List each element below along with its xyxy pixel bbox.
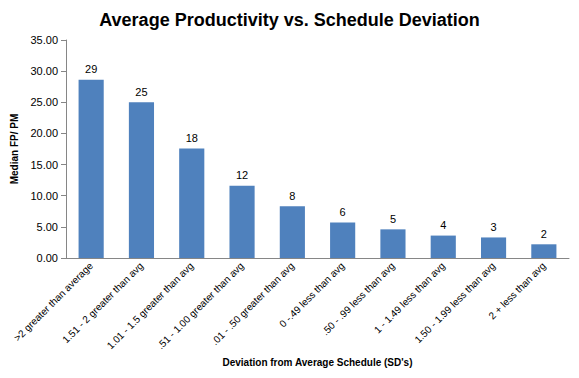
svg-text:18: 18: [186, 132, 198, 144]
svg-text:30.00: 30.00: [30, 65, 58, 77]
svg-text:1.51 - 2 greater than avg: 1.51 - 2 greater than avg: [60, 260, 145, 345]
svg-text:Average Productivity vs. Sched: Average Productivity vs. Schedule Deviat…: [99, 10, 479, 30]
svg-text:Median FP/ PM: Median FP/ PM: [9, 114, 20, 185]
svg-text:6: 6: [340, 206, 346, 218]
svg-text:2 + less than avg: 2 + less than avg: [486, 260, 547, 321]
svg-text:>2 greater than average: >2 greater than average: [12, 260, 96, 344]
svg-text:35.00: 35.00: [30, 34, 58, 46]
svg-text:0 -.49 less than avg: 0 -.49 less than avg: [277, 260, 347, 330]
svg-text:.50 - .99 less than avg: .50 - .99 less than avg: [319, 260, 397, 338]
svg-text:1 - 1.49 less than avg: 1 - 1.49 less than avg: [371, 260, 448, 336]
svg-text:1.50 - 1.99 less than avg: 1.50 - 1.99 less than avg: [412, 260, 497, 345]
svg-text:29: 29: [85, 63, 97, 75]
svg-text:12: 12: [236, 169, 248, 181]
svg-text:Deviation from Average Schedul: Deviation from Average Schedule (SD's): [222, 357, 412, 368]
svg-text:10.00: 10.00: [30, 190, 58, 202]
svg-text:5: 5: [390, 213, 396, 225]
svg-text:15.00: 15.00: [30, 159, 58, 171]
svg-text:.51 - 1.00 greater than avg: .51 - 1.00 greater than avg: [155, 260, 246, 351]
svg-text:2: 2: [541, 228, 547, 240]
svg-text:5.00: 5.00: [37, 221, 58, 233]
svg-text:8: 8: [289, 190, 295, 202]
svg-text:.01 - .50 greater than avg: .01 - .50 greater than avg: [209, 260, 296, 347]
svg-text:25.00: 25.00: [30, 96, 58, 108]
svg-text:3: 3: [490, 221, 496, 233]
svg-text:4: 4: [440, 219, 446, 231]
svg-text:25: 25: [135, 86, 147, 98]
svg-text:20.00: 20.00: [30, 127, 58, 139]
svg-text:1.01 - 1.5 greater than avg: 1.01 - 1.5 greater than avg: [105, 260, 196, 351]
svg-text:0.00: 0.00: [37, 252, 58, 264]
